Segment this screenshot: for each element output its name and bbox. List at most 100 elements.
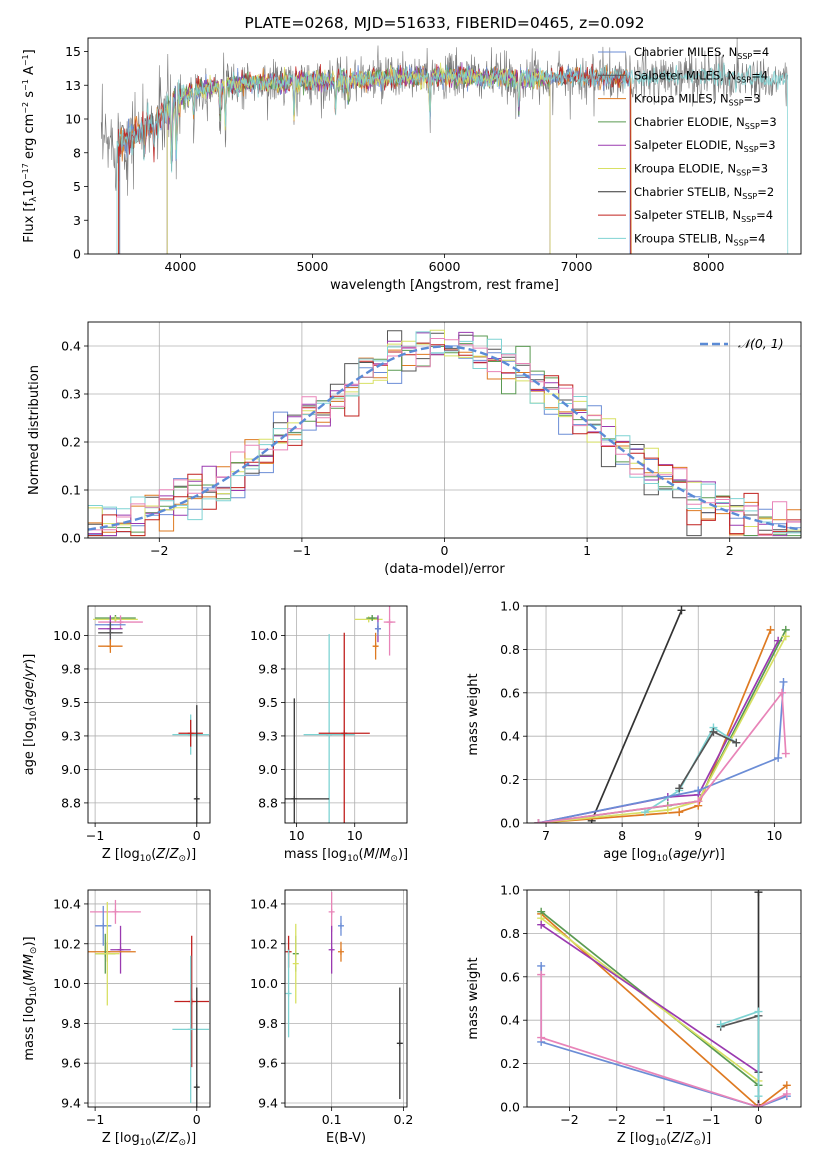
errorbar-point-chabrier_miles [374,622,381,636]
y-tick-label: 0.3 [61,387,81,402]
x-tick-label: 0 [193,1112,201,1127]
legend-entry-chabrier_stelib: Chabrier STELIB, NSSP=2 [634,185,774,201]
x-axis-label: (data-model)/error [384,562,505,577]
y-axis-label: mass weight [466,673,481,755]
series-marker-chabrier_miles [774,753,783,762]
x-tick-label: −1 [86,1112,104,1127]
series-marker-salpeter_miles [709,727,718,736]
x-tick-label: −1 [293,543,311,558]
series-line-salpeter_elodie [540,923,759,1074]
point-marker [100,922,107,929]
y-tick-label: 9.3 [61,728,81,743]
series-line-kroupa_miles [538,629,772,823]
y-tick-label: 9.5 [61,695,81,710]
x-tick-label: 6000 [429,259,461,274]
series-line-kroupa_elodie [538,636,787,823]
point-marker [341,730,348,737]
series-marker-pink [537,1033,546,1042]
y-tick-label: 9.8 [258,661,278,676]
x-tick-label: 0 [441,543,449,558]
point-marker [326,731,333,738]
point-marker [193,1084,200,1091]
x-tick-label: −2 [560,1112,578,1127]
point-marker [117,619,124,626]
series-line-chabrier_elodie [538,629,787,823]
point-marker [372,643,379,650]
x-tick-label: 10 [289,828,305,843]
point-marker [188,998,195,1005]
y-tick-label: 0.4 [61,339,81,354]
x-axis-label: Z [log10(Z/Z⊙)] [102,847,196,864]
point-marker [107,643,114,650]
x-axis-label: age [log10(age/yr)] [603,847,725,864]
y-tick-label: 9.6 [258,1056,278,1071]
series-line-salpeter_elodie [538,640,779,823]
legend-entry-salpeter_elodie: Salpeter ELODIE, NSSP=3 [634,138,776,154]
x-tick-label: −1 [655,1112,673,1127]
y-tick-label: 9.6 [61,1056,81,1071]
series-marker-pink [782,1089,791,1098]
point-marker [328,946,335,953]
series-line-pink [540,974,788,1107]
series-marker-chabrier_miles [537,961,546,970]
point-marker [328,908,335,915]
y-tick-label: 10.4 [53,896,81,911]
y-tick-label: 10.0 [53,976,81,991]
series-marker-pink [754,1103,763,1107]
errorbar-point-salpeter_stelib [174,935,209,1068]
point-marker [193,795,200,802]
normal-curve-line [88,345,801,531]
y-tick-label: 0.6 [500,685,520,700]
point-marker [104,950,111,957]
y-axis-label: Normed distribution [27,365,42,495]
chart-spectrum: 4000 5000 6000 7000 8000 0 3 5 8 10 13 15 wavelength… [21,14,802,293]
errorbar-point-pink [98,615,143,629]
series-marker-kroupa_stelib [716,1020,725,1029]
errorbar-point-kroupa_elodie [93,616,138,623]
y-axis-label: Flux [fλ10−17 erg cm−2 s−1 A−1] [21,49,39,242]
y-tick-label: 9.0 [61,762,81,777]
legend: 𝒩(0, 1) [700,336,784,351]
y-tick-label: 9.0 [258,762,278,777]
y-axis-label: mass [log10(M/M⊙)] [22,936,39,1060]
chart-weight_vs_z: −2 −2 −1 −1 0 0.0 0.2 0.4 0.6 0.8 1.0 Z [log10(Z/Z⊙… [466,883,802,1148]
point-marker [369,615,376,622]
y-tick-label: 10.4 [250,896,278,911]
x-axis-label: Z [log10(Z/Z⊙)] [617,1131,711,1148]
legend-entry-salpeter_stelib: Salpeter STELIB, NSSP=4 [634,208,773,224]
x-tick-label: −2 [150,543,168,558]
y-tick-label: 9.5 [258,695,278,710]
histogram-salpeter_stelib [88,342,801,538]
x-tick-label: −1 [86,828,104,843]
point-marker [374,625,381,632]
point-marker [386,619,393,626]
legend: Chabrier MILES, NSSP=4 Salpeter MILES, NS… [598,45,777,247]
y-tick-label: 0.0 [61,531,81,546]
point-marker [285,990,292,997]
errorbar-point-kroupa_miles [337,941,344,962]
errorbar-point-chabrier_stelib [285,698,330,823]
point-marker [337,922,344,929]
y-tick-label: 8.8 [258,795,278,810]
point-marker [107,629,114,636]
point-marker [337,948,344,955]
x-tick-label: 0 [755,1112,763,1127]
y-tick-label: 0 [73,247,81,262]
x-tick-label: 1 [583,543,591,558]
y-tick-label: 15 [65,44,81,59]
y-tick-label: 10.2 [53,936,81,951]
chart-mass_vs_z: −1 0 9.4 9.6 9.8 10.0 10.2 10.4 Z [log10(Z/Z⊙)] m… [22,889,211,1148]
y-tick-label: 5 [73,179,81,194]
y-axis-label: age [log10(age/yr)] [22,654,39,776]
x-tick-label: 8000 [693,259,725,274]
y-tick-label: 0.0 [500,816,520,831]
x-axis-label: E(B-V) [326,1131,366,1146]
y-tick-label: 0.2 [61,435,81,450]
x-tick-label: 10 [766,828,782,843]
x-tick-label: 0.2 [393,1112,413,1127]
y-tick-label: 0.6 [500,969,520,984]
axes-frame [87,889,211,1108]
series-marker-salpeter_miles [675,784,684,793]
errorbar-point-chabrier_elodie [366,615,378,622]
